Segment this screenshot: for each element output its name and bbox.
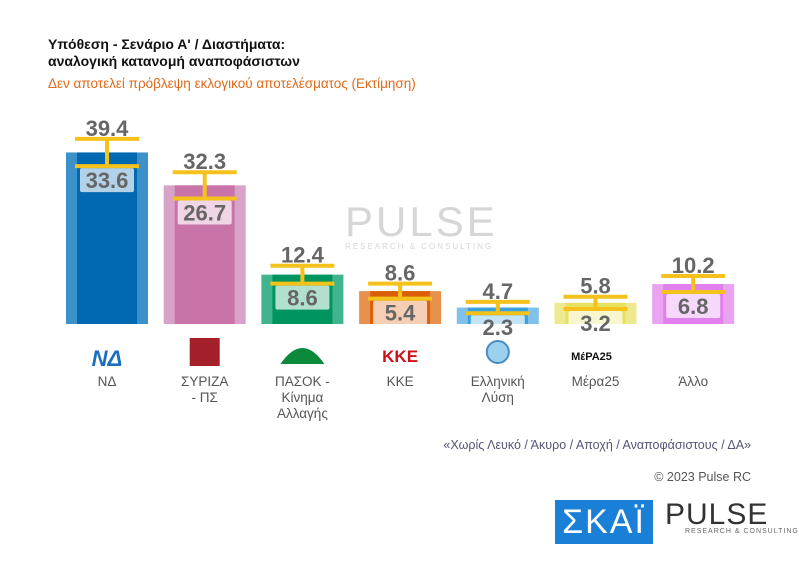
category-label: ΝΔ <box>57 374 157 390</box>
high-value-label: 12.4 <box>281 243 325 268</box>
low-label-bg <box>568 310 623 335</box>
copyright: © 2023 Pulse RC <box>654 470 751 484</box>
pasok-logo <box>280 348 325 364</box>
low-label-bg <box>177 200 232 225</box>
high-value-label: 8.6 <box>385 261 416 286</box>
category-label-line: - ΠΣ <box>191 390 218 405</box>
pulse-watermark: PULSE RESEARCH & CONSULTING <box>345 198 498 251</box>
elliniki-lysi-logo <box>485 340 510 364</box>
category-label-line: Άλλο <box>678 374 709 389</box>
category-label-line: Λύση <box>481 390 514 405</box>
low-value-label: 8.6 <box>287 286 318 311</box>
category-label: ΣΥΡΙΖΑ - ΠΣ <box>155 374 255 406</box>
syriza-logo <box>189 338 220 366</box>
category-label-line: Κίνημα <box>281 390 324 405</box>
low-value-label: 3.2 <box>580 311 611 336</box>
category-label: Ελληνική Λύση <box>448 374 548 406</box>
category-label: ΠΑΣΟΚ - Κίνημα Αλλαγής <box>252 374 352 422</box>
category-label-line: ΚΚΕ <box>386 374 414 389</box>
category-label-line: Αλλαγής <box>276 406 328 421</box>
pulse-logo: PULSE RESEARCH & CONSULTING <box>665 498 799 535</box>
category-label-line: Ελληνική <box>470 374 525 389</box>
category-label: Άλλο <box>643 374 743 390</box>
high-value-label: 39.4 <box>86 116 130 141</box>
chart-subtitle: Δεν αποτελεί πρόβλεψη εκλογικού αποτελέσ… <box>48 76 416 91</box>
category-label-line: ΣΥΡΙΖΑ <box>181 374 229 389</box>
category-label-line: Μέρα25 <box>571 374 620 389</box>
mera25-logo: ΜέΡΑ25 <box>571 351 612 363</box>
category-label-line: ΠΑΣΟΚ - <box>274 374 330 389</box>
high-value-label: 10.2 <box>672 253 715 278</box>
low-label-bg <box>275 285 330 310</box>
chart-title: Υπόθεση - Σενάριο Α' / Διαστήματα: αναλογ… <box>48 36 300 69</box>
category-label: ΚΚΕ <box>350 374 450 390</box>
low-value-label: 2.3 <box>483 315 514 340</box>
low-label-bg <box>666 294 721 319</box>
nd-logo: ΝΔ <box>92 346 123 371</box>
low-label-bg <box>373 300 428 325</box>
high-value-label: 32.3 <box>183 149 226 174</box>
footnote: «Χωρίς Λευκό / Άκυρο / Αποχή / Αναποφάσι… <box>443 438 751 452</box>
low-value-label: 5.4 <box>385 301 416 326</box>
skai-logo: ΣΚΑΪ <box>555 500 653 544</box>
low-label-bg <box>80 168 134 193</box>
low-value-label: 6.8 <box>678 294 709 319</box>
low-value-label: 33.6 <box>86 168 129 193</box>
low-value-label: 26.7 <box>183 201 226 226</box>
high-value-label: 5.8 <box>580 274 611 299</box>
category-label-line: ΝΔ <box>97 374 117 389</box>
category-label: Μέρα25 <box>546 374 646 390</box>
kke-logo: ΚΚΕ <box>382 347 418 366</box>
high-value-label: 4.7 <box>483 279 514 304</box>
low-label-bg <box>470 315 525 340</box>
